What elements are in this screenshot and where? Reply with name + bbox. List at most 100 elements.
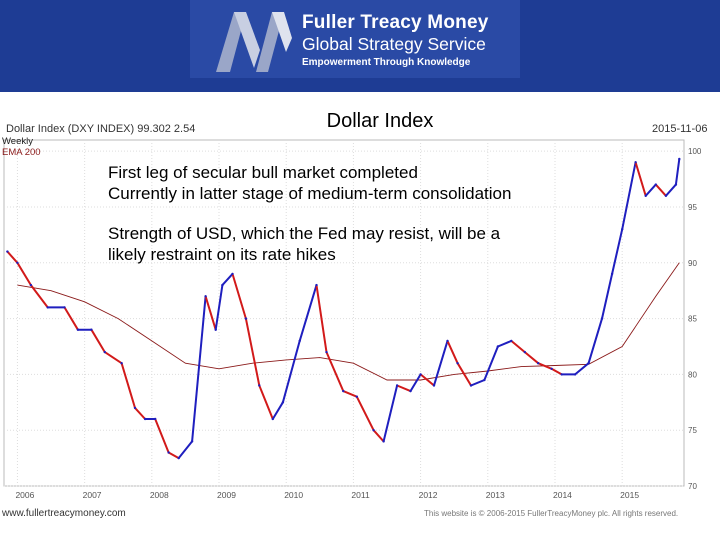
price-point (133, 406, 137, 410)
price-point (315, 283, 318, 287)
price-segment (382, 384, 399, 443)
x-tick-label: 2010 (284, 490, 303, 500)
brand-name: Fuller Treacy Money (302, 12, 489, 33)
price-point (355, 395, 358, 398)
annotation-line-2: Currently in latter stage of medium-term… (108, 184, 512, 203)
price-point (120, 362, 123, 365)
y-tick-label: 85 (688, 315, 697, 324)
annotation-line-1: First leg of secular bull market complet… (108, 163, 418, 182)
price-point (496, 345, 500, 348)
y-tick-label: 75 (688, 426, 697, 435)
brand-tagline: Empowerment Through Knowledge (302, 57, 471, 68)
price-point (342, 389, 345, 393)
price-segment (634, 161, 647, 197)
y-tick-label: 70 (688, 482, 697, 491)
x-tick-label: 2006 (15, 490, 34, 500)
price-point (382, 440, 385, 443)
price-point (63, 306, 66, 309)
price-point (456, 362, 459, 365)
price-point (644, 194, 647, 197)
price-point (221, 283, 224, 287)
price-segment (214, 284, 224, 331)
price-segment (177, 440, 194, 460)
price-segment (103, 351, 123, 365)
weekly-price-line (6, 157, 681, 460)
price-segment (396, 384, 412, 393)
price-point (573, 373, 577, 376)
price-point (537, 362, 540, 365)
price-point (664, 194, 668, 197)
price-point (678, 157, 681, 161)
y-tick-label: 95 (688, 203, 697, 212)
price-point (587, 362, 590, 365)
price-point (231, 272, 234, 276)
ema-200-line (17, 262, 680, 381)
price-segment (654, 183, 667, 197)
y-axis-ticks: 70 75 80 85 90 95 100 (688, 147, 702, 491)
price-segment (621, 161, 637, 231)
price-segment (419, 373, 435, 387)
price-point (674, 183, 678, 186)
price-point (600, 317, 604, 320)
price-segment (664, 183, 677, 197)
chart-header-date: 2015-11-06 (652, 123, 708, 135)
x-axis-ticks: 2006 2007 2008 2009 2010 2011 2012 2013 2014 2015 (15, 490, 639, 500)
price-segment (523, 351, 540, 365)
price-point (6, 250, 9, 253)
price-point (16, 261, 19, 264)
price-point (469, 384, 473, 387)
price-segment (674, 158, 681, 186)
price-segment (271, 401, 284, 420)
chart-header-name: Dollar Index (DXY INDEX) 99.302 2.54 (6, 123, 196, 135)
x-tick-label: 2009 (217, 490, 236, 500)
price-segment (134, 406, 147, 420)
price-point (177, 456, 180, 460)
slide-title: Dollar Index (326, 110, 434, 132)
price-segment (587, 317, 603, 365)
footer-website[interactable]: www.fullertreacymoney.com (2, 508, 126, 519)
price-segment (16, 261, 32, 287)
price-segment (325, 351, 345, 393)
price-point (419, 373, 422, 376)
price-segment (409, 373, 422, 393)
price-segment (537, 362, 553, 370)
price-segment (204, 295, 217, 331)
price-point (190, 440, 194, 443)
price-point (258, 384, 261, 387)
price-segment (191, 295, 207, 443)
annotation-line-4: likely restraint on its rate hikes (108, 245, 336, 264)
price-point (29, 283, 33, 287)
price-segment (574, 362, 590, 376)
price-segment (483, 345, 499, 381)
price-point (432, 384, 436, 387)
brand-service: Global Strategy Service (302, 34, 486, 54)
price-point (395, 384, 399, 387)
price-point (46, 306, 49, 309)
price-point (325, 350, 328, 354)
price-segment (90, 328, 106, 354)
price-segment (298, 284, 318, 342)
price-point (621, 228, 624, 231)
price-segment (221, 272, 234, 287)
price-point (550, 367, 553, 370)
price-segment (446, 339, 459, 365)
price-point (90, 328, 93, 331)
price-point (76, 328, 80, 331)
footer-copyright: This website is © 2006-2015 FullerTreacy… (424, 509, 679, 518)
price-point (154, 417, 157, 421)
price-segment (315, 284, 328, 354)
fuller-treacy-logo-icon (216, 12, 292, 72)
price-segment (167, 451, 180, 460)
price-segment (281, 339, 301, 404)
price-segment (342, 390, 358, 398)
price-point (560, 373, 563, 376)
price-point (483, 378, 486, 382)
y-tick-label: 100 (688, 147, 702, 156)
x-tick-label: 2013 (486, 490, 505, 500)
dollar-index-chart: 70 75 80 85 90 95 100 2006 2007 2008 2009 2010 2011… (3, 139, 702, 500)
annotation-line-3: Strength of USD, which the Fed may resis… (108, 224, 501, 243)
price-segment (355, 395, 375, 432)
price-segment (550, 367, 563, 376)
price-point (634, 161, 637, 164)
ema-line (17, 262, 680, 381)
